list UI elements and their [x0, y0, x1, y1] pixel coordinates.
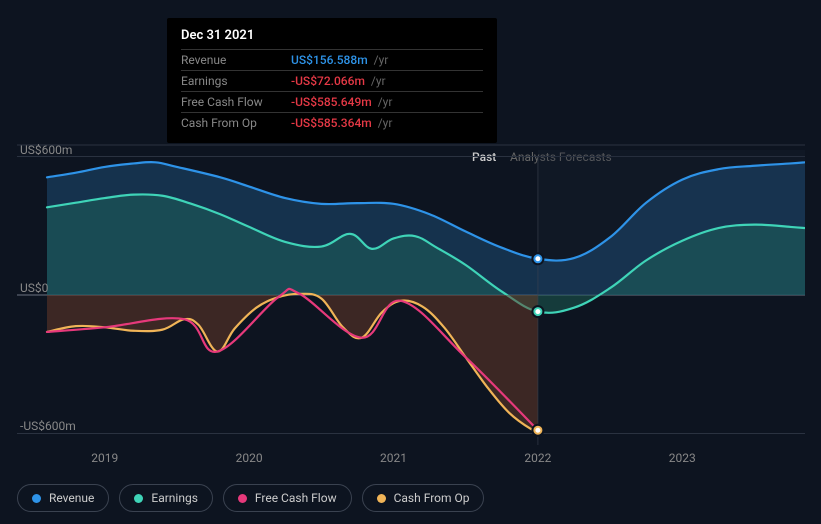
legend-item-label: Cash From Op [394, 491, 470, 505]
x-axis-tick-label: 2019 [91, 451, 118, 465]
legend-item-cash-from-op[interactable]: Cash From Op [362, 484, 485, 512]
legend-dot-icon [238, 494, 247, 503]
tooltip-row-unit: /yr [374, 53, 389, 67]
y-axis-tick-label: US$600m [20, 143, 72, 157]
tooltip-date: Dec 31 2021 [181, 28, 483, 43]
chart-legend: Revenue Earnings Free Cash Flow Cash From O… [17, 484, 484, 512]
legend-item-earnings[interactable]: Earnings [119, 484, 213, 512]
tooltip-row-label: Revenue [181, 53, 291, 67]
x-axis-tick-label: 2022 [524, 451, 551, 465]
y-axis-tick-label: US$0 [20, 281, 48, 295]
legend-item-label: Revenue [49, 491, 94, 505]
x-axis-tick-label: 2023 [669, 451, 696, 465]
tooltip-row-value: -US$585.649m [291, 95, 372, 109]
tooltip-row-value: -US$72.066m [291, 74, 365, 88]
legend-item-label: Free Cash Flow [255, 491, 337, 505]
tooltip-row-unit: /yr [378, 95, 393, 109]
x-axis-tick-label: 2020 [236, 451, 263, 465]
chart-tooltip: Dec 31 2021 RevenueUS$156.588m/yrEarning… [167, 18, 497, 143]
legend-dot-icon [377, 494, 386, 503]
legend-item-label: Earnings [151, 491, 198, 505]
legend-dot-icon [32, 494, 41, 503]
tooltip-row-value: US$156.588m [291, 53, 368, 67]
tooltip-row-label: Free Cash Flow [181, 95, 291, 109]
x-axis-tick-label: 2021 [380, 451, 407, 465]
legend-dot-icon [134, 494, 143, 503]
tooltip-row: Cash From Op-US$585.364m/yr [181, 112, 483, 133]
tooltip-row: Earnings-US$72.066m/yr [181, 70, 483, 91]
tooltip-row: RevenueUS$156.588m/yr [181, 49, 483, 70]
y-axis-tick-label: -US$600m [20, 419, 76, 433]
legend-item-revenue[interactable]: Revenue [17, 484, 109, 512]
tooltip-row-label: Cash From Op [181, 116, 291, 130]
tooltip-row-label: Earnings [181, 74, 291, 88]
tooltip-row: Free Cash Flow-US$585.649m/yr [181, 91, 483, 112]
financial-chart [17, 140, 805, 445]
tooltip-row-value: -US$585.364m [291, 116, 372, 130]
chart-canvas [17, 140, 805, 445]
tooltip-row-unit: /yr [378, 116, 393, 130]
tooltip-row-unit: /yr [371, 74, 386, 88]
legend-item-free-cash-flow[interactable]: Free Cash Flow [223, 484, 352, 512]
